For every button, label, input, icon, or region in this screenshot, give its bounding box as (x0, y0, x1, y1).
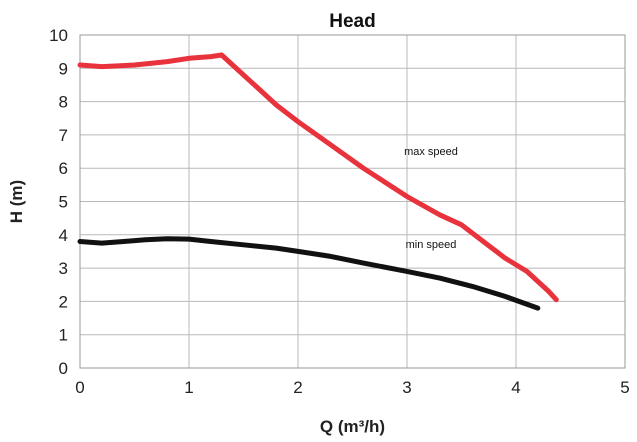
chart-title: Head (329, 11, 375, 32)
x-tick-label: 4 (511, 378, 520, 397)
y-tick-label: 2 (59, 292, 68, 311)
y-tick-label: 4 (59, 226, 68, 245)
y-tick-label: 3 (59, 259, 68, 278)
y-tick-label: 0 (59, 359, 68, 378)
series-annotation: max speed (404, 146, 458, 158)
x-tick-label: 5 (620, 378, 629, 397)
x-tick-label: 2 (293, 378, 302, 397)
y-tick-label: 10 (49, 26, 68, 45)
series-line (77, 52, 559, 303)
x-tick-label: 0 (75, 378, 84, 397)
axes: 0 1 2 3 4 5 6 7 8 9 10 0 1 2 3 4 5 (49, 26, 630, 397)
series-group (77, 52, 559, 311)
x-tick-label: 3 (402, 378, 411, 397)
series-annotation: min speed (406, 239, 457, 251)
labels: max speed min speed Head Q (m³/h) H (m) (7, 11, 458, 436)
plot-frame (79, 34, 626, 369)
x-tick-label: 1 (184, 378, 193, 397)
y-tick-label: 8 (59, 93, 68, 112)
y-tick-label: 1 (59, 326, 68, 345)
grid (79, 34, 626, 369)
x-axis-title: Q (m³/h) (320, 417, 385, 436)
y-tick-label: 5 (59, 193, 68, 212)
series-line (77, 236, 541, 311)
y-tick-label: 6 (59, 159, 68, 178)
y-tick-label: 7 (59, 126, 68, 145)
y-tick-label: 9 (59, 59, 68, 78)
y-axis-title: H (m) (7, 180, 26, 223)
